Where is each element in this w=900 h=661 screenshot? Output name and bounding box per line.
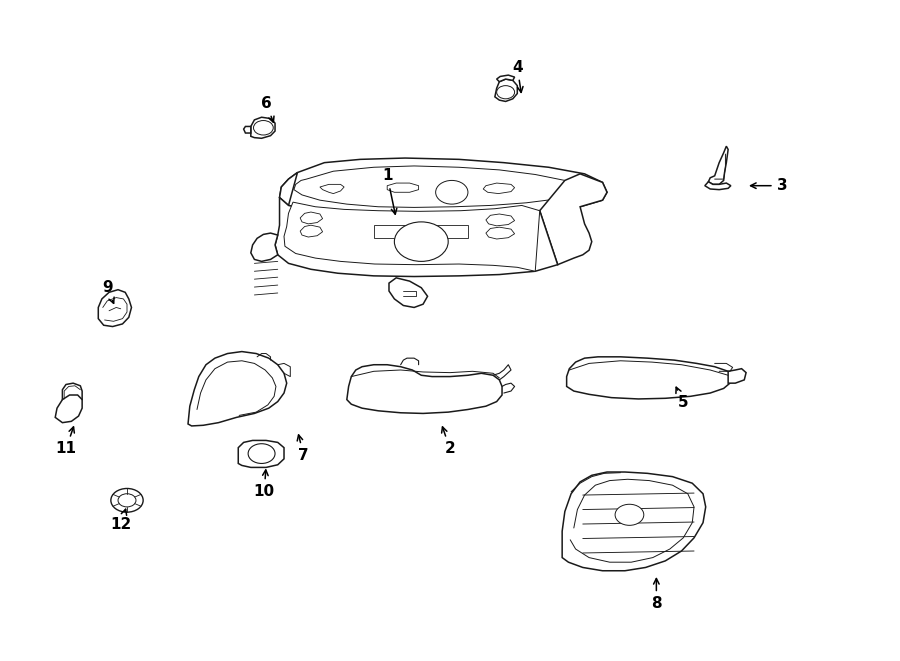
Text: 4: 4 — [512, 59, 523, 93]
Polygon shape — [374, 225, 468, 239]
Text: 10: 10 — [254, 470, 274, 499]
Text: 6: 6 — [261, 96, 274, 122]
Polygon shape — [540, 174, 607, 264]
Polygon shape — [387, 183, 418, 192]
Polygon shape — [284, 202, 540, 271]
Circle shape — [118, 494, 136, 507]
Circle shape — [394, 222, 448, 261]
Polygon shape — [483, 183, 515, 194]
Polygon shape — [275, 198, 558, 276]
Polygon shape — [495, 79, 518, 101]
Polygon shape — [294, 166, 576, 208]
Text: 5: 5 — [676, 387, 688, 410]
Text: 3: 3 — [751, 178, 788, 193]
Text: 8: 8 — [651, 578, 661, 611]
Text: 1: 1 — [382, 169, 397, 214]
Polygon shape — [728, 369, 746, 383]
Text: 11: 11 — [56, 427, 76, 457]
Circle shape — [436, 180, 468, 204]
Polygon shape — [301, 225, 322, 237]
Polygon shape — [389, 278, 428, 307]
Polygon shape — [244, 126, 251, 133]
Polygon shape — [280, 173, 298, 206]
Polygon shape — [280, 158, 607, 216]
Polygon shape — [238, 440, 284, 467]
Circle shape — [111, 488, 143, 512]
Polygon shape — [497, 75, 515, 82]
Circle shape — [248, 444, 275, 463]
Polygon shape — [346, 365, 502, 413]
Polygon shape — [98, 290, 131, 327]
Polygon shape — [486, 227, 515, 239]
Polygon shape — [486, 214, 515, 226]
Polygon shape — [705, 182, 731, 190]
Polygon shape — [55, 395, 82, 422]
Polygon shape — [320, 184, 344, 194]
Polygon shape — [708, 146, 728, 184]
Polygon shape — [562, 472, 706, 570]
Text: 7: 7 — [297, 435, 309, 463]
Text: 12: 12 — [110, 509, 131, 532]
Text: 9: 9 — [102, 280, 114, 303]
Polygon shape — [188, 352, 287, 426]
Circle shape — [615, 504, 644, 525]
Circle shape — [254, 120, 274, 135]
Circle shape — [497, 86, 515, 98]
Polygon shape — [251, 117, 275, 138]
Polygon shape — [301, 212, 322, 224]
Text: 2: 2 — [442, 427, 455, 457]
Polygon shape — [251, 233, 278, 261]
Polygon shape — [567, 357, 733, 399]
